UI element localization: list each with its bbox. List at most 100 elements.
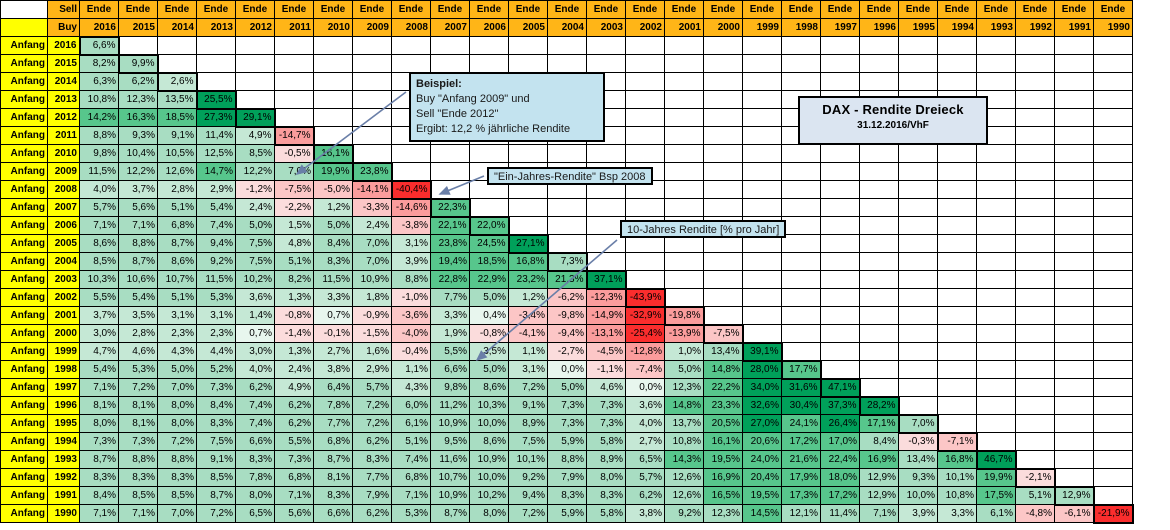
return-cell-buy2001-sell2010[interactable]: 0,7% bbox=[313, 306, 353, 325]
return-cell-buy2008-sell2014[interactable]: 2,8% bbox=[157, 180, 197, 199]
return-cell-buy1995-sell2011[interactable]: 6,2% bbox=[274, 414, 314, 433]
return-cell-buy2008-sell2010[interactable]: -5,0% bbox=[313, 180, 353, 199]
return-cell-buy1996-sell2011[interactable]: 6,2% bbox=[274, 396, 314, 415]
return-cell-buy1996-sell2009[interactable]: 7,2% bbox=[352, 396, 392, 415]
return-cell-buy1997-sell2014[interactable]: 7,0% bbox=[157, 378, 197, 397]
return-cell-buy1990-sell2009[interactable]: 6,2% bbox=[352, 504, 392, 523]
row-header-year-1990[interactable]: 1990 bbox=[47, 504, 80, 523]
return-cell-buy2003-sell2006[interactable]: 22,9% bbox=[469, 270, 509, 289]
column-header-year-2001[interactable]: 2001 bbox=[664, 18, 704, 37]
return-cell-buy1991-sell1994[interactable]: 10,8% bbox=[937, 486, 977, 505]
return-cell-buy1999-sell2000[interactable]: 13,4% bbox=[703, 342, 743, 361]
return-cell-buy1993-sell1994[interactable]: 16,8% bbox=[937, 450, 977, 469]
return-cell-buy1999-sell2014[interactable]: 4,3% bbox=[157, 342, 197, 361]
row-header-year-2005[interactable]: 2005 bbox=[47, 234, 80, 253]
return-cell-buy1990-sell2016[interactable]: 7,1% bbox=[79, 504, 119, 523]
return-cell-buy2011-sell2016[interactable]: 8,8% bbox=[79, 126, 119, 145]
return-cell-buy1999-sell2005[interactable]: 1,1% bbox=[508, 342, 548, 361]
return-cell-buy2002-sell2004[interactable]: -6,2% bbox=[547, 288, 587, 307]
return-cell-buy2005-sell2006[interactable]: 24,5% bbox=[469, 234, 509, 253]
return-cell-buy1992-sell2010[interactable]: 8,1% bbox=[313, 468, 353, 487]
column-header-year-2015[interactable]: 2015 bbox=[118, 18, 158, 37]
return-cell-buy1990-sell1991[interactable]: -6,1% bbox=[1054, 504, 1094, 523]
return-cell-buy1997-sell2003[interactable]: 4,6% bbox=[586, 378, 626, 397]
return-cell-buy1995-sell2009[interactable]: 7,2% bbox=[352, 414, 392, 433]
return-cell-buy1990-sell2013[interactable]: 7,2% bbox=[196, 504, 236, 523]
return-cell-buy2006-sell2012[interactable]: 5,0% bbox=[235, 216, 275, 235]
return-cell-buy1990-sell1994[interactable]: 3,3% bbox=[937, 504, 977, 523]
return-cell-buy2002-sell2005[interactable]: 1,2% bbox=[508, 288, 548, 307]
return-cell-buy1997-sell2015[interactable]: 7,2% bbox=[118, 378, 158, 397]
return-cell-buy1998-sell2016[interactable]: 5,4% bbox=[79, 360, 119, 379]
return-cell-buy1995-sell1996[interactable]: 17,1% bbox=[859, 414, 899, 433]
return-cell-buy1992-sell2015[interactable]: 8,3% bbox=[118, 468, 158, 487]
return-cell-buy2004-sell2005[interactable]: 16,8% bbox=[508, 252, 548, 271]
return-cell-buy1996-sell2015[interactable]: 8,1% bbox=[118, 396, 158, 415]
return-cell-buy2000-sell2015[interactable]: 2,8% bbox=[118, 324, 158, 343]
return-cell-buy1990-sell1992[interactable]: -4,8% bbox=[1015, 504, 1055, 523]
row-header-year-2000[interactable]: 2000 bbox=[47, 324, 80, 343]
return-cell-buy2006-sell2008[interactable]: -3,8% bbox=[391, 216, 431, 235]
return-cell-buy1999-sell2016[interactable]: 4,7% bbox=[79, 342, 119, 361]
column-header-year-2010[interactable]: 2010 bbox=[313, 18, 353, 37]
return-cell-buy1992-sell2007[interactable]: 10,7% bbox=[430, 468, 470, 487]
return-cell-buy1992-sell2004[interactable]: 7,9% bbox=[547, 468, 587, 487]
return-cell-buy1992-sell1994[interactable]: 10,1% bbox=[937, 468, 977, 487]
return-cell-buy1990-sell2002[interactable]: 3,8% bbox=[625, 504, 665, 523]
return-cell-buy1992-sell2001[interactable]: 12,6% bbox=[664, 468, 704, 487]
return-cell-buy2002-sell2011[interactable]: 1,3% bbox=[274, 288, 314, 307]
return-cell-buy1993-sell2004[interactable]: 8,8% bbox=[547, 450, 587, 469]
return-cell-buy2004-sell2004[interactable]: 7,3% bbox=[546, 251, 588, 272]
column-header-year-1995[interactable]: 1995 bbox=[898, 18, 938, 37]
return-cell-buy2001-sell2001[interactable]: -19,8% bbox=[663, 305, 705, 326]
return-cell-buy1992-sell2002[interactable]: 5,7% bbox=[625, 468, 665, 487]
return-cell-buy2005-sell2008[interactable]: 3,1% bbox=[391, 234, 431, 253]
row-header-year-1992[interactable]: 1992 bbox=[47, 468, 80, 487]
return-cell-buy1991-sell1992[interactable]: 5,1% bbox=[1015, 486, 1055, 505]
return-cell-buy1995-sell1998[interactable]: 24,1% bbox=[781, 414, 821, 433]
return-cell-buy1995-sell2016[interactable]: 8,0% bbox=[79, 414, 119, 433]
return-cell-buy2000-sell2008[interactable]: -4,0% bbox=[391, 324, 431, 343]
column-header-year-2014[interactable]: 2014 bbox=[157, 18, 197, 37]
return-cell-buy1992-sell1997[interactable]: 18,0% bbox=[820, 468, 860, 487]
return-cell-buy2010-sell2014[interactable]: 10,5% bbox=[157, 144, 197, 163]
return-cell-buy1995-sell2015[interactable]: 8,1% bbox=[118, 414, 158, 433]
row-header-year-1995[interactable]: 1995 bbox=[47, 414, 80, 433]
column-header-year-1992[interactable]: 1992 bbox=[1015, 18, 1055, 37]
return-cell-buy1994-sell2011[interactable]: 5,5% bbox=[274, 432, 314, 451]
row-header-year-2012[interactable]: 2012 bbox=[47, 108, 80, 127]
return-cell-buy2010-sell2016[interactable]: 9,8% bbox=[79, 144, 119, 163]
return-cell-buy1991-sell1996[interactable]: 12,9% bbox=[859, 486, 899, 505]
return-cell-buy2011-sell2015[interactable]: 9,3% bbox=[118, 126, 158, 145]
return-cell-buy2007-sell2008[interactable]: -14,6% bbox=[391, 198, 431, 217]
return-cell-buy1990-sell2004[interactable]: 5,9% bbox=[547, 504, 587, 523]
return-cell-buy2005-sell2014[interactable]: 8,7% bbox=[157, 234, 197, 253]
return-cell-buy1995-sell2006[interactable]: 10,0% bbox=[469, 414, 509, 433]
return-cell-buy2003-sell2013[interactable]: 11,5% bbox=[196, 270, 236, 289]
return-cell-buy2003-sell2009[interactable]: 10,9% bbox=[352, 270, 392, 289]
return-cell-buy1991-sell1993[interactable]: 17,5% bbox=[976, 486, 1016, 505]
return-cell-buy1992-sell2000[interactable]: 16,9% bbox=[703, 468, 743, 487]
return-cell-buy1996-sell2007[interactable]: 11,2% bbox=[430, 396, 470, 415]
return-cell-buy1996-sell2012[interactable]: 7,4% bbox=[235, 396, 275, 415]
return-cell-buy1991-sell2005[interactable]: 9,4% bbox=[508, 486, 548, 505]
return-cell-buy1996-sell2010[interactable]: 7,8% bbox=[313, 396, 353, 415]
return-cell-buy1991-sell2008[interactable]: 7,1% bbox=[391, 486, 431, 505]
return-cell-buy1994-sell2007[interactable]: 9,5% bbox=[430, 432, 470, 451]
return-cell-buy2004-sell2013[interactable]: 9,2% bbox=[196, 252, 236, 271]
return-cell-buy1991-sell1998[interactable]: 17,3% bbox=[781, 486, 821, 505]
return-cell-buy1998-sell2015[interactable]: 5,3% bbox=[118, 360, 158, 379]
return-cell-buy2002-sell2006[interactable]: 5,0% bbox=[469, 288, 509, 307]
return-cell-buy1993-sell1997[interactable]: 22,4% bbox=[820, 450, 860, 469]
return-cell-buy1997-sell2012[interactable]: 6,2% bbox=[235, 378, 275, 397]
return-cell-buy1994-sell1999[interactable]: 20,6% bbox=[742, 432, 782, 451]
return-cell-buy1998-sell2005[interactable]: 3,1% bbox=[508, 360, 548, 379]
return-cell-buy1990-sell1995[interactable]: 3,9% bbox=[898, 504, 938, 523]
return-cell-buy2006-sell2013[interactable]: 7,4% bbox=[196, 216, 236, 235]
return-cell-buy1990-sell2005[interactable]: 7,2% bbox=[508, 504, 548, 523]
return-cell-buy2007-sell2014[interactable]: 5,1% bbox=[157, 198, 197, 217]
return-cell-buy2010-sell2015[interactable]: 10,4% bbox=[118, 144, 158, 163]
return-cell-buy2000-sell2000[interactable]: -7,5% bbox=[702, 323, 744, 344]
return-cell-buy1999-sell2011[interactable]: 1,3% bbox=[274, 342, 314, 361]
return-cell-buy1997-sell2008[interactable]: 4,3% bbox=[391, 378, 431, 397]
